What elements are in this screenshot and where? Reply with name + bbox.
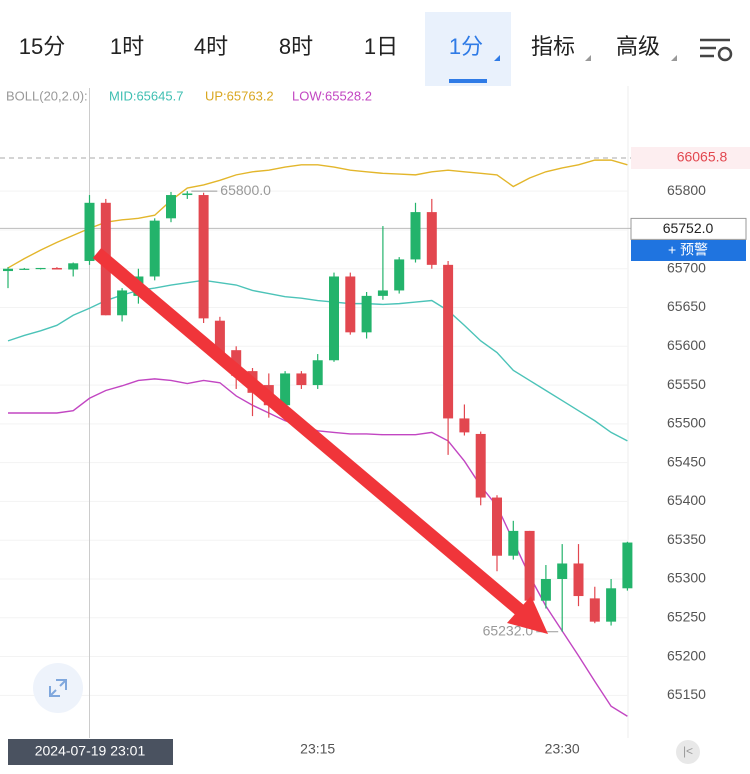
annotation-label: 65800.0	[220, 182, 271, 198]
candle-body	[589, 598, 600, 622]
candle-body	[508, 530, 519, 556]
y-tick-label: 65450	[667, 453, 706, 469]
candle-body	[296, 373, 307, 386]
expand-icon	[49, 679, 67, 697]
crosshair-time-label: 2024-07-19 23:01	[35, 743, 146, 759]
tab-underline	[449, 79, 487, 83]
y-tick-label: 65250	[667, 608, 706, 624]
candle-body	[377, 290, 388, 296]
y-tick-label: 65650	[667, 298, 706, 314]
tab[interactable]: 高级	[616, 34, 660, 59]
candle-body	[117, 290, 128, 316]
indicator-low: LOW:65528.2	[292, 88, 372, 103]
candle-body	[84, 202, 95, 261]
candle-body	[475, 433, 486, 498]
candle-body	[149, 220, 160, 277]
expand-button[interactable]	[33, 663, 83, 713]
y-tick-label: 65350	[667, 531, 706, 547]
top-marker-badge	[631, 147, 750, 169]
trend-arrow	[92, 248, 548, 634]
candle-body	[410, 212, 421, 260]
alert-button[interactable]	[631, 240, 746, 261]
candle-body	[361, 295, 372, 333]
candle-body	[35, 267, 46, 270]
y-tick-label: 65800	[667, 182, 706, 198]
candle-body	[312, 360, 323, 386]
y-tick-label: 65300	[667, 570, 706, 586]
crosshair-time-box	[8, 739, 173, 765]
collapse-icon: |<	[683, 744, 693, 758]
tab-active[interactable]: 1分	[449, 34, 483, 59]
candle-body	[622, 542, 633, 589]
candle-body	[573, 563, 584, 597]
candle-body	[459, 418, 470, 433]
candle-body	[492, 497, 502, 556]
candle-body	[166, 195, 176, 219]
candle-body	[524, 530, 535, 601]
candle-body	[214, 320, 225, 355]
tab[interactable]: 8时	[279, 34, 313, 59]
boll-line	[7, 279, 628, 442]
candle-body	[557, 563, 568, 579]
boll-line	[8, 378, 628, 717]
boll-line	[7, 159, 628, 269]
candle-body	[394, 259, 405, 291]
candle-body	[19, 268, 30, 270]
tab[interactable]: 1时	[110, 34, 144, 59]
candle-body	[68, 263, 79, 270]
candle-body	[329, 276, 339, 361]
x-tick-label: 23:15	[300, 741, 335, 757]
collapse-button[interactable]	[676, 740, 700, 764]
indicator-mid: MID:65645.7	[109, 88, 183, 103]
settings-icon[interactable]	[700, 38, 733, 62]
y-tick-label: 65150	[667, 686, 706, 702]
dropdown-caret	[585, 55, 591, 61]
indicator-up: UP:65763.2	[205, 88, 274, 103]
alert-button-label[interactable]: + 预警	[668, 242, 708, 258]
y-tick-label: 65400	[667, 492, 706, 508]
tab[interactable]: 指标	[531, 34, 575, 59]
crosshair-price-label: 65752.0	[663, 220, 714, 236]
y-tick-label: 65200	[667, 647, 706, 663]
candle-body	[198, 195, 209, 319]
candle-body	[426, 212, 437, 265]
dropdown-caret	[494, 55, 500, 61]
candle-body	[182, 193, 193, 196]
top-marker-label: 66065.8	[677, 149, 728, 165]
x-tick-label: 23:30	[545, 741, 580, 757]
y-tick-label: 65500	[667, 415, 706, 431]
tab[interactable]: 1日	[364, 34, 398, 59]
candle-body	[280, 373, 291, 406]
crosshair-price-box	[630, 217, 747, 240]
y-tick-label: 65600	[667, 337, 706, 353]
tab[interactable]: 4时	[194, 34, 228, 59]
tab[interactable]: 15分	[19, 34, 65, 59]
candle-body	[540, 578, 551, 601]
y-tick-label: 65550	[667, 376, 706, 392]
candle-body	[345, 276, 356, 333]
tab-highlight	[425, 12, 511, 86]
candle-body	[443, 264, 454, 419]
dropdown-caret	[671, 55, 677, 61]
y-tick-label: 65700	[667, 259, 706, 275]
indicator-name: BOLL(20,2.0):	[6, 88, 88, 103]
candle-body	[3, 268, 13, 272]
candle-body	[606, 588, 617, 622]
candle-body	[51, 267, 62, 270]
